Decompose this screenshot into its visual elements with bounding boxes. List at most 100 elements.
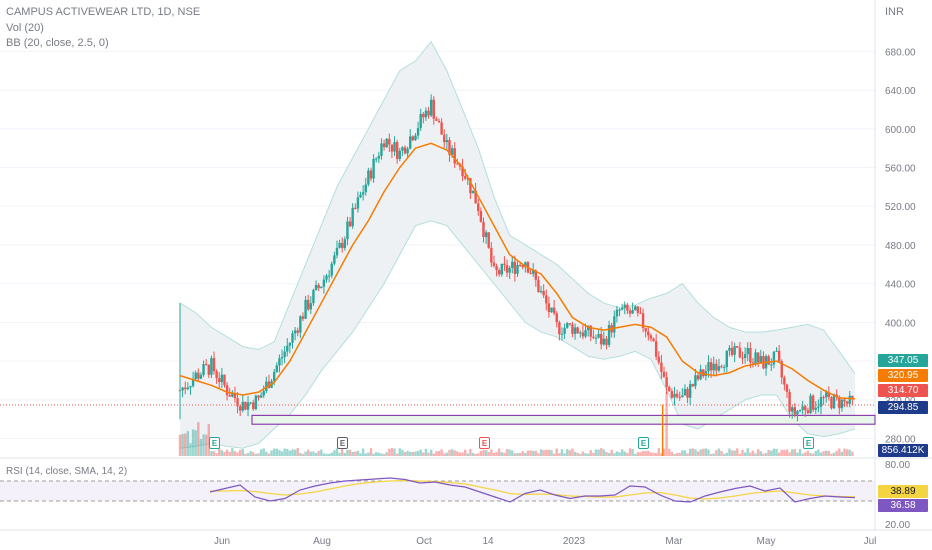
candle-body [780,361,783,378]
candle-body [725,350,729,368]
volume-bar [335,448,339,456]
candle-body [293,330,297,334]
earnings-marker-may[interactable]: E [803,437,814,449]
candle-body [262,391,265,396]
candle-body [220,374,224,383]
volume-bar [453,450,456,456]
gridlines [0,0,932,531]
candle-body [641,313,645,329]
volume-bar [811,453,815,456]
vol-indicator-label[interactable]: Vol (20) [6,22,44,34]
earnings-marker-feb[interactable]: E [638,437,649,449]
candle-body [252,402,255,410]
volume-bar [348,449,352,456]
time-tick-label: Aug [313,536,331,547]
price-tick-label: 400.00 [885,318,916,329]
candle-body [341,242,344,249]
candle-body [356,197,360,209]
candle-body [613,316,616,333]
volume-bar [681,450,684,456]
volume-bar [505,449,509,456]
volume-bar [764,453,768,456]
volume-bar [283,448,286,456]
candle-body [401,147,404,151]
volume-bar [435,451,438,456]
bb-basis-badge: 320.95 [878,369,928,382]
candle-body [607,325,611,345]
volume-bar [414,451,417,456]
rsi-tick-label: 80.00 [885,460,910,471]
bb-indicator-label[interactable]: BB (20, close, 2.5, 0) [6,37,109,49]
candle-body [647,331,650,336]
candle-body [518,264,522,266]
candle-body [825,392,828,398]
candle-body [411,136,415,141]
volume-bar [605,451,608,456]
volume-bar [819,452,823,456]
volume-bar [419,449,422,456]
candle-body [369,170,373,179]
rsi-indicator-label[interactable]: RSI (14, close, SMA, 14, 2) [6,466,128,477]
volume-bar [346,449,349,456]
volume-bar [683,450,687,456]
volume-bar [463,449,467,456]
earnings-marker-nov[interactable]: E [479,437,490,449]
volume-bar [749,452,752,456]
candle-body [707,362,710,372]
candle-body [286,345,289,352]
candle-body [317,284,320,288]
volume-bar [785,449,789,456]
bb-lower-line [179,220,856,449]
candle-body [259,395,263,398]
volume-bar [354,451,357,456]
candle-body [600,334,603,345]
volume-bar [272,448,276,456]
candle-body [215,371,218,379]
candle-body [403,147,407,154]
candle-body [775,350,778,352]
volume-bar [581,451,585,456]
candle-body [189,386,192,388]
volume-bar [322,453,326,456]
rsi-badge: 36.58 [878,499,928,512]
symbol-title[interactable]: CAMPUS ACTIVEWEAR LTD, 1D, NSE [6,6,201,18]
earnings-marker-jun[interactable]: E [209,437,220,449]
volume-bar [628,448,632,456]
volume-bar [495,451,498,456]
candle-body [555,313,558,323]
candle-body [228,395,231,397]
candle-body [673,393,676,398]
candle-body [186,387,190,390]
candle-body [733,346,736,355]
price-tick-label: 560.00 [885,164,916,175]
volume-bar [571,448,574,456]
earnings-marker-aug[interactable]: E [337,437,348,449]
volume-bar [730,450,734,456]
volume-bar [220,450,224,456]
bb-basis-polyline [179,142,856,400]
volume-bar [636,452,640,456]
candle-body [461,166,464,177]
volume-bar [477,453,480,456]
volume-bar [228,451,231,456]
candle-body [678,396,681,398]
volume-bar [741,449,744,456]
candle-body [278,358,281,366]
candle-body [749,348,752,363]
candle-body [343,239,347,249]
candle-body [594,337,598,339]
volume-bar [615,451,619,456]
candle-body [492,262,496,266]
candle-body [566,323,569,328]
volume-bar [291,449,294,456]
candle-body [717,366,721,371]
volume-bar [359,453,362,456]
bollinger-bands [179,40,856,449]
candle-body [335,247,339,256]
candle-body [516,264,519,274]
volume-bar [288,450,292,456]
volume-bar [503,452,506,456]
candle-body [361,192,365,195]
volume-bar [440,449,443,456]
